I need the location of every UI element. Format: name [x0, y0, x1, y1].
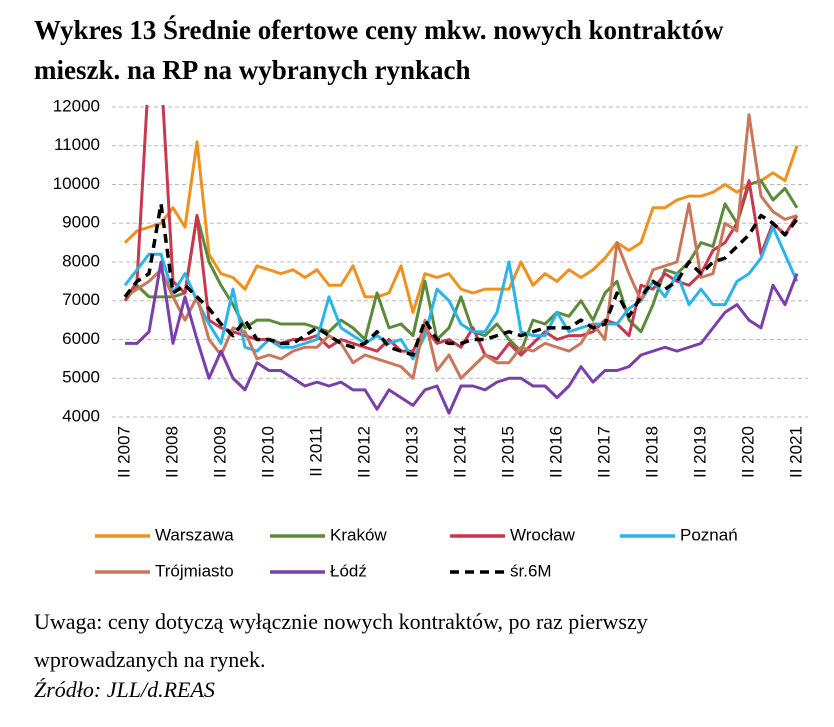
legend-label: Wrocław	[510, 525, 576, 544]
series-line	[125, 260, 799, 415]
series-line	[123, 105, 799, 361]
x-tick-label: II 2007	[114, 426, 133, 478]
chart-title: Wykres 13 Średnie ofertowe ceny mkw. now…	[34, 15, 724, 85]
note: Uwaga: ceny dotyczą wyłącznie nowych kon…	[34, 609, 648, 672]
y-tick-label: 6000	[62, 329, 100, 348]
x-tick-label: II 2009	[210, 426, 229, 478]
chart: 4000 5000 6000 7000 8000 9000 10000 11000 12000 I…	[53, 96, 808, 580]
x-tick-label: II 2011	[306, 426, 325, 477]
y-tick-label: 7000	[62, 290, 100, 309]
legend-label: Warszawa	[155, 525, 234, 544]
x-tick-label: II 2008	[162, 426, 181, 478]
series-line	[123, 202, 799, 357]
y-tick-label: 5000	[62, 368, 100, 387]
y-tick-label: 9000	[62, 213, 100, 232]
y-tick-label: 12000	[53, 96, 100, 115]
legend-label: Poznań	[680, 525, 738, 544]
series-line	[123, 225, 799, 361]
legend-label: Kraków	[330, 525, 387, 544]
x-tick-label: II 2021	[786, 426, 805, 478]
legend-label: Trójmiasto	[155, 561, 234, 580]
x-tick-label: II 2015	[498, 426, 517, 478]
y-tick-label: 4000	[62, 406, 100, 425]
x-tick-label: II 2017	[594, 426, 613, 478]
x-tick-label: II 2010	[258, 426, 277, 478]
x-tick-label: II 2013	[402, 426, 421, 478]
legend-label: Łódź	[330, 561, 367, 580]
x-tick-label: II 2020	[738, 426, 757, 478]
x-tick-label: II 2019	[690, 426, 709, 478]
source: Źródło: JLL/d.REAS	[34, 677, 215, 702]
x-tick-label: II 2012	[354, 426, 373, 478]
y-tick-label: 10000	[53, 174, 100, 193]
y-tick-label: 8000	[62, 251, 100, 270]
x-tick-label: II 2014	[450, 426, 469, 478]
series-line	[123, 140, 799, 314]
legend-label: śr.6M	[510, 561, 552, 580]
series-line	[124, 113, 798, 380]
x-tick-label: II 2016	[546, 426, 565, 478]
x-tick-label: II 2018	[642, 426, 661, 478]
y-tick-label: 11000	[54, 135, 100, 154]
